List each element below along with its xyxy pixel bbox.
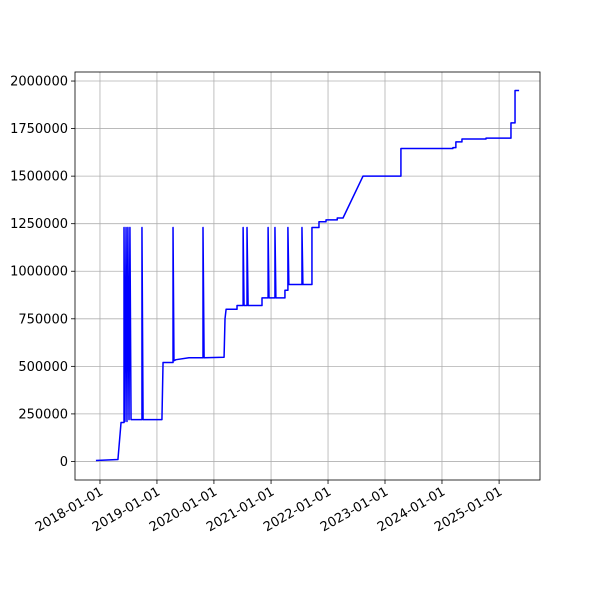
y-tick-label: 1500000 [10, 170, 68, 185]
y-tick-label: 0 [60, 455, 68, 470]
y-tick-label: 1750000 [10, 122, 68, 137]
y-tick-label: 750000 [18, 312, 68, 327]
y-tick-label: 1000000 [10, 265, 68, 280]
data-line [95, 89, 520, 462]
y-tick-label: 1250000 [10, 217, 68, 232]
plot-frame [74, 71, 541, 481]
y-tick-label: 2000000 [10, 75, 68, 90]
y-tick-label: 500000 [18, 360, 68, 375]
y-tick-label: 250000 [18, 407, 68, 422]
